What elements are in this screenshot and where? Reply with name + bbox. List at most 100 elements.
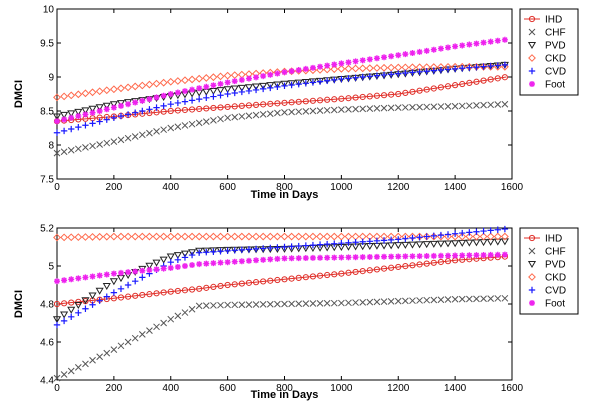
- data-point: [451, 295, 459, 303]
- data-point: [330, 299, 338, 307]
- data-point: [89, 273, 96, 280]
- data-point: [487, 227, 494, 234]
- data-point: [338, 299, 345, 307]
- data-point: [330, 65, 339, 74]
- legend-box: [519, 8, 579, 96]
- data-point: [245, 279, 253, 286]
- data-point: [245, 257, 252, 264]
- data-point: [102, 102, 111, 110]
- data-point: [402, 51, 409, 58]
- data-point: [366, 267, 373, 274]
- data-point: [316, 78, 324, 85]
- data-point: [245, 246, 253, 253]
- data-point: [373, 298, 381, 306]
- data-point: [473, 63, 480, 71]
- data-point: [302, 65, 309, 72]
- data-point: [494, 295, 502, 302]
- data-point: [302, 107, 310, 115]
- data-point: [224, 259, 231, 266]
- data-point: [308, 78, 318, 86]
- data-point: [437, 231, 445, 239]
- data-point: [267, 84, 274, 92]
- data-point: [124, 134, 132, 142]
- data-point: [82, 111, 89, 118]
- data-point: [316, 107, 324, 115]
- data-point: [331, 61, 338, 68]
- data-point: [252, 245, 260, 253]
- data-point: [238, 102, 245, 110]
- data-point: [238, 258, 245, 265]
- data-point: [124, 232, 133, 241]
- data-point: [316, 97, 324, 104]
- legend-label: CKD: [545, 54, 566, 65]
- data-point: [188, 75, 196, 84]
- data-point: [153, 323, 160, 331]
- data-point: [380, 71, 388, 79]
- data-point: [195, 302, 203, 310]
- data-point: [74, 233, 83, 242]
- data-point: [381, 54, 388, 61]
- x-tick-label: 1000: [330, 383, 353, 394]
- data-point: [451, 230, 459, 237]
- data-point: [244, 84, 254, 92]
- data-point: [380, 298, 388, 305]
- data-point: [309, 97, 317, 104]
- data-point: [351, 64, 360, 73]
- data-point: [174, 99, 182, 107]
- data-point: [146, 327, 153, 334]
- data-point: [54, 118, 60, 125]
- data-point: [338, 75, 345, 83]
- data-point: [132, 278, 139, 285]
- legend-label: CKD: [545, 273, 566, 284]
- data-point: [174, 263, 181, 270]
- data-point: [387, 71, 395, 78]
- data-point: [224, 103, 231, 111]
- series-chf: [53, 294, 509, 382]
- y-axis-label: DMCI: [13, 290, 25, 318]
- data-point: [423, 86, 430, 93]
- data-point: [202, 118, 210, 125]
- data-point: [423, 296, 431, 304]
- data-point: [81, 89, 90, 98]
- data-point: [174, 89, 181, 96]
- legend: IHD CHF PVD CKD CVD Foot: [519, 227, 579, 315]
- series-line: [56, 256, 507, 305]
- data-point: [195, 119, 203, 127]
- data-point: [53, 300, 61, 308]
- data-point: [479, 232, 488, 241]
- data-point: [110, 138, 118, 145]
- data-point: [487, 295, 495, 302]
- data-point: [459, 65, 466, 72]
- data-point: [388, 253, 395, 260]
- data-point: [209, 73, 218, 82]
- data-point: [479, 62, 488, 71]
- data-point: [373, 92, 381, 99]
- data-point: [338, 95, 345, 102]
- data-point: [124, 281, 132, 289]
- data-point: [323, 232, 332, 241]
- data-point: [373, 55, 380, 62]
- legend-label: Foot: [545, 80, 565, 91]
- data-point: [124, 338, 132, 346]
- data-point: [181, 287, 189, 294]
- y-tick-label: 9: [48, 73, 54, 84]
- data-point: [238, 280, 245, 287]
- data-point: [160, 265, 167, 272]
- data-point: [338, 270, 345, 277]
- data-point: [146, 267, 153, 274]
- data-point: [202, 302, 210, 310]
- data-point: [68, 114, 75, 121]
- series-foot: [54, 251, 508, 285]
- data-point: [196, 85, 203, 92]
- data-point: [95, 104, 104, 112]
- data-point: [96, 353, 104, 361]
- legend-marker: [528, 286, 536, 294]
- data-point: [173, 232, 182, 241]
- data-point: [174, 256, 182, 264]
- data-point: [145, 232, 154, 241]
- data-point: [487, 38, 494, 45]
- data-point: [166, 253, 175, 261]
- data-point: [96, 108, 103, 114]
- data-point: [280, 232, 289, 241]
- data-point: [181, 106, 189, 114]
